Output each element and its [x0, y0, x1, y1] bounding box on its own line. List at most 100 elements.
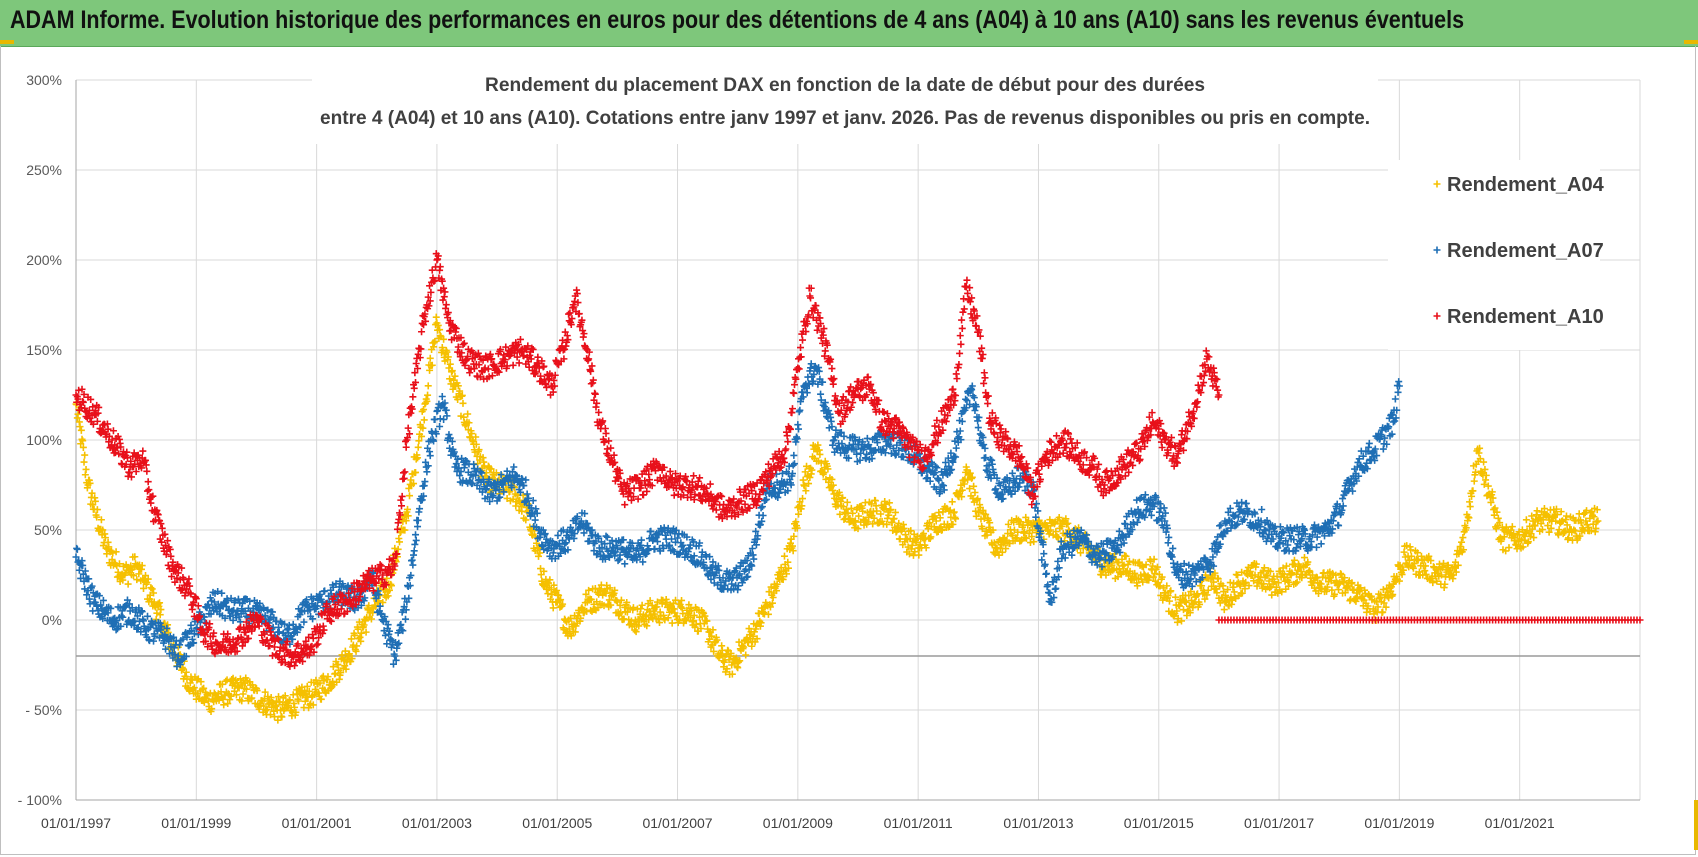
point-A04	[1562, 512, 1570, 520]
point-A04	[773, 580, 781, 588]
point-A04	[585, 586, 593, 594]
point-A07	[73, 545, 81, 553]
point-A04	[553, 587, 561, 595]
point-A04	[911, 548, 919, 556]
point-A04	[877, 510, 885, 518]
point-A07	[962, 395, 970, 403]
point-A04	[434, 321, 442, 329]
point-A04	[179, 665, 187, 673]
point-A04	[651, 610, 659, 618]
point-A04	[274, 716, 282, 724]
point-A04	[808, 466, 816, 474]
point-A04	[544, 590, 552, 598]
point-A10	[397, 502, 405, 510]
point-A07	[1041, 560, 1049, 568]
point-A04	[998, 548, 1006, 556]
point-A04	[97, 516, 105, 524]
point-A04	[978, 525, 986, 533]
point-A04	[1533, 507, 1541, 515]
point-A04	[367, 615, 375, 623]
point-A04	[1055, 514, 1063, 522]
point-A04	[686, 613, 694, 621]
point-A04	[475, 446, 483, 454]
point-A07	[1335, 522, 1343, 530]
point-A04	[1020, 528, 1028, 536]
point-A04	[291, 703, 299, 711]
point-A04	[329, 663, 337, 671]
axes: 300%250%200%150%100%50%0%- 50%- 100%01/0…	[18, 72, 1640, 831]
point-A04	[703, 617, 711, 625]
point-A04	[292, 708, 300, 716]
point-A04	[465, 419, 473, 427]
point-A04	[990, 539, 998, 547]
point-A10	[442, 301, 450, 309]
point-A04	[1055, 534, 1063, 542]
point-A04	[926, 519, 934, 527]
point-A10	[439, 296, 447, 304]
point-A07	[1258, 505, 1266, 513]
point-A04	[91, 497, 99, 505]
point-A10	[409, 393, 417, 401]
point-A04	[685, 601, 693, 609]
point-A04	[1142, 561, 1150, 569]
point-A07	[510, 463, 518, 471]
point-A04	[83, 484, 91, 492]
point-A07	[412, 536, 420, 544]
point-A04	[198, 685, 206, 693]
point-A04	[793, 524, 801, 532]
point-A04	[446, 375, 454, 383]
point-A04	[533, 539, 541, 547]
point-A04	[659, 596, 667, 604]
point-A04	[119, 576, 127, 584]
point-A04	[426, 354, 434, 362]
point-A04	[885, 499, 893, 507]
point-A04	[930, 523, 938, 531]
point-A07	[1185, 561, 1193, 569]
point-A04	[850, 518, 858, 526]
point-A04	[750, 628, 758, 636]
point-A04	[843, 498, 851, 506]
point-A04	[779, 576, 787, 584]
point-A04	[958, 493, 966, 501]
point-A04	[863, 509, 871, 517]
point-A04	[1422, 570, 1430, 578]
point-A04	[448, 367, 456, 375]
point-A04	[629, 604, 637, 612]
point-A04	[1505, 544, 1513, 552]
point-A04	[1059, 518, 1067, 526]
point-A04	[341, 647, 349, 655]
point-A04	[607, 601, 615, 609]
point-A04	[200, 684, 208, 692]
point-A04	[1220, 606, 1228, 614]
point-A04	[354, 625, 362, 633]
point-A04	[799, 476, 807, 484]
point-A04	[963, 466, 971, 474]
point-A04	[341, 662, 349, 670]
point-A04	[891, 508, 899, 516]
point-A04	[404, 512, 412, 520]
point-A04	[401, 526, 409, 534]
point-A04	[765, 588, 773, 596]
point-A04	[606, 584, 614, 592]
point-A04	[623, 598, 631, 606]
point-A04	[143, 578, 151, 586]
y-tick-label: - 50%	[25, 702, 62, 718]
point-A04	[936, 514, 944, 522]
point-A04	[220, 701, 228, 709]
point-A04	[646, 597, 654, 605]
point-A04	[86, 479, 94, 487]
point-A04	[907, 527, 915, 535]
y-tick-label: - 100%	[18, 792, 62, 808]
point-A04	[414, 443, 422, 451]
point-A04	[420, 416, 428, 424]
point-A07	[1339, 502, 1347, 510]
point-A04	[414, 454, 422, 462]
point-A07	[1042, 570, 1050, 578]
point-A04	[814, 441, 822, 449]
point-A04	[395, 538, 403, 546]
x-tick-label: 01/01/2013	[1003, 815, 1073, 831]
point-A04	[602, 589, 610, 597]
point-A04	[226, 696, 234, 704]
point-A04	[347, 635, 355, 643]
point-A04	[594, 604, 602, 612]
